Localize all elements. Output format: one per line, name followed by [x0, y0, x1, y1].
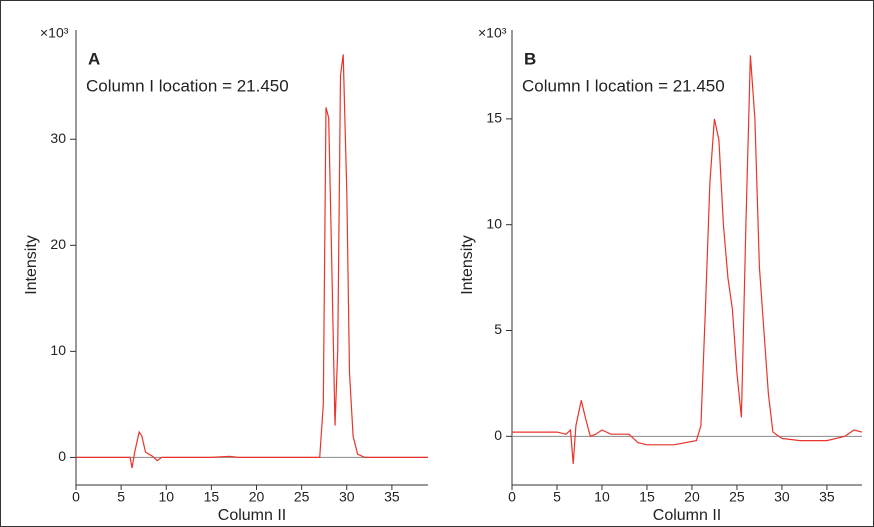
- x-tick-label: 5: [117, 489, 125, 505]
- annotation: Column I location = 21.450: [522, 76, 725, 95]
- x-axis-label: Column II: [653, 507, 721, 524]
- multiplier: ×10³: [478, 25, 507, 41]
- y-tick-label: 20: [50, 236, 66, 252]
- multiplier: ×10³: [40, 25, 69, 41]
- y-tick-label: 15: [486, 110, 502, 126]
- x-tick-label: 35: [819, 489, 835, 505]
- x-tick-label: 0: [72, 489, 80, 505]
- y-axis-label: Intensity: [459, 235, 476, 295]
- y-tick-label: 5: [494, 321, 502, 337]
- y-axis-label: Intensity: [23, 235, 40, 295]
- x-tick-label: 25: [294, 489, 310, 505]
- x-tick-label: 30: [774, 489, 790, 505]
- x-tick-label: 20: [684, 489, 700, 505]
- y-tick-label: 10: [50, 342, 66, 358]
- data-line: [512, 55, 863, 464]
- y-tick-label: 0: [58, 448, 66, 464]
- x-tick-label: 30: [339, 489, 355, 505]
- x-tick-label: 5: [553, 489, 561, 505]
- y-tick-label: 10: [486, 215, 502, 231]
- panel-label: B: [524, 49, 536, 68]
- y-tick-label: 30: [50, 130, 66, 146]
- x-tick-label: 15: [204, 489, 220, 505]
- x-tick-label: 0: [508, 489, 516, 505]
- x-tick-label: 20: [249, 489, 265, 505]
- data-line: [76, 54, 428, 469]
- x-tick-label: 10: [594, 489, 610, 505]
- panel-label: A: [88, 49, 100, 68]
- x-tick-label: 25: [729, 489, 745, 505]
- x-tick-label: 15: [639, 489, 655, 505]
- y-tick-label: 0: [494, 427, 502, 443]
- x-axis-label: Column II: [218, 507, 286, 524]
- x-tick-label: 35: [384, 489, 400, 505]
- annotation: Column I location = 21.450: [86, 76, 289, 95]
- x-tick-label: 10: [158, 489, 174, 505]
